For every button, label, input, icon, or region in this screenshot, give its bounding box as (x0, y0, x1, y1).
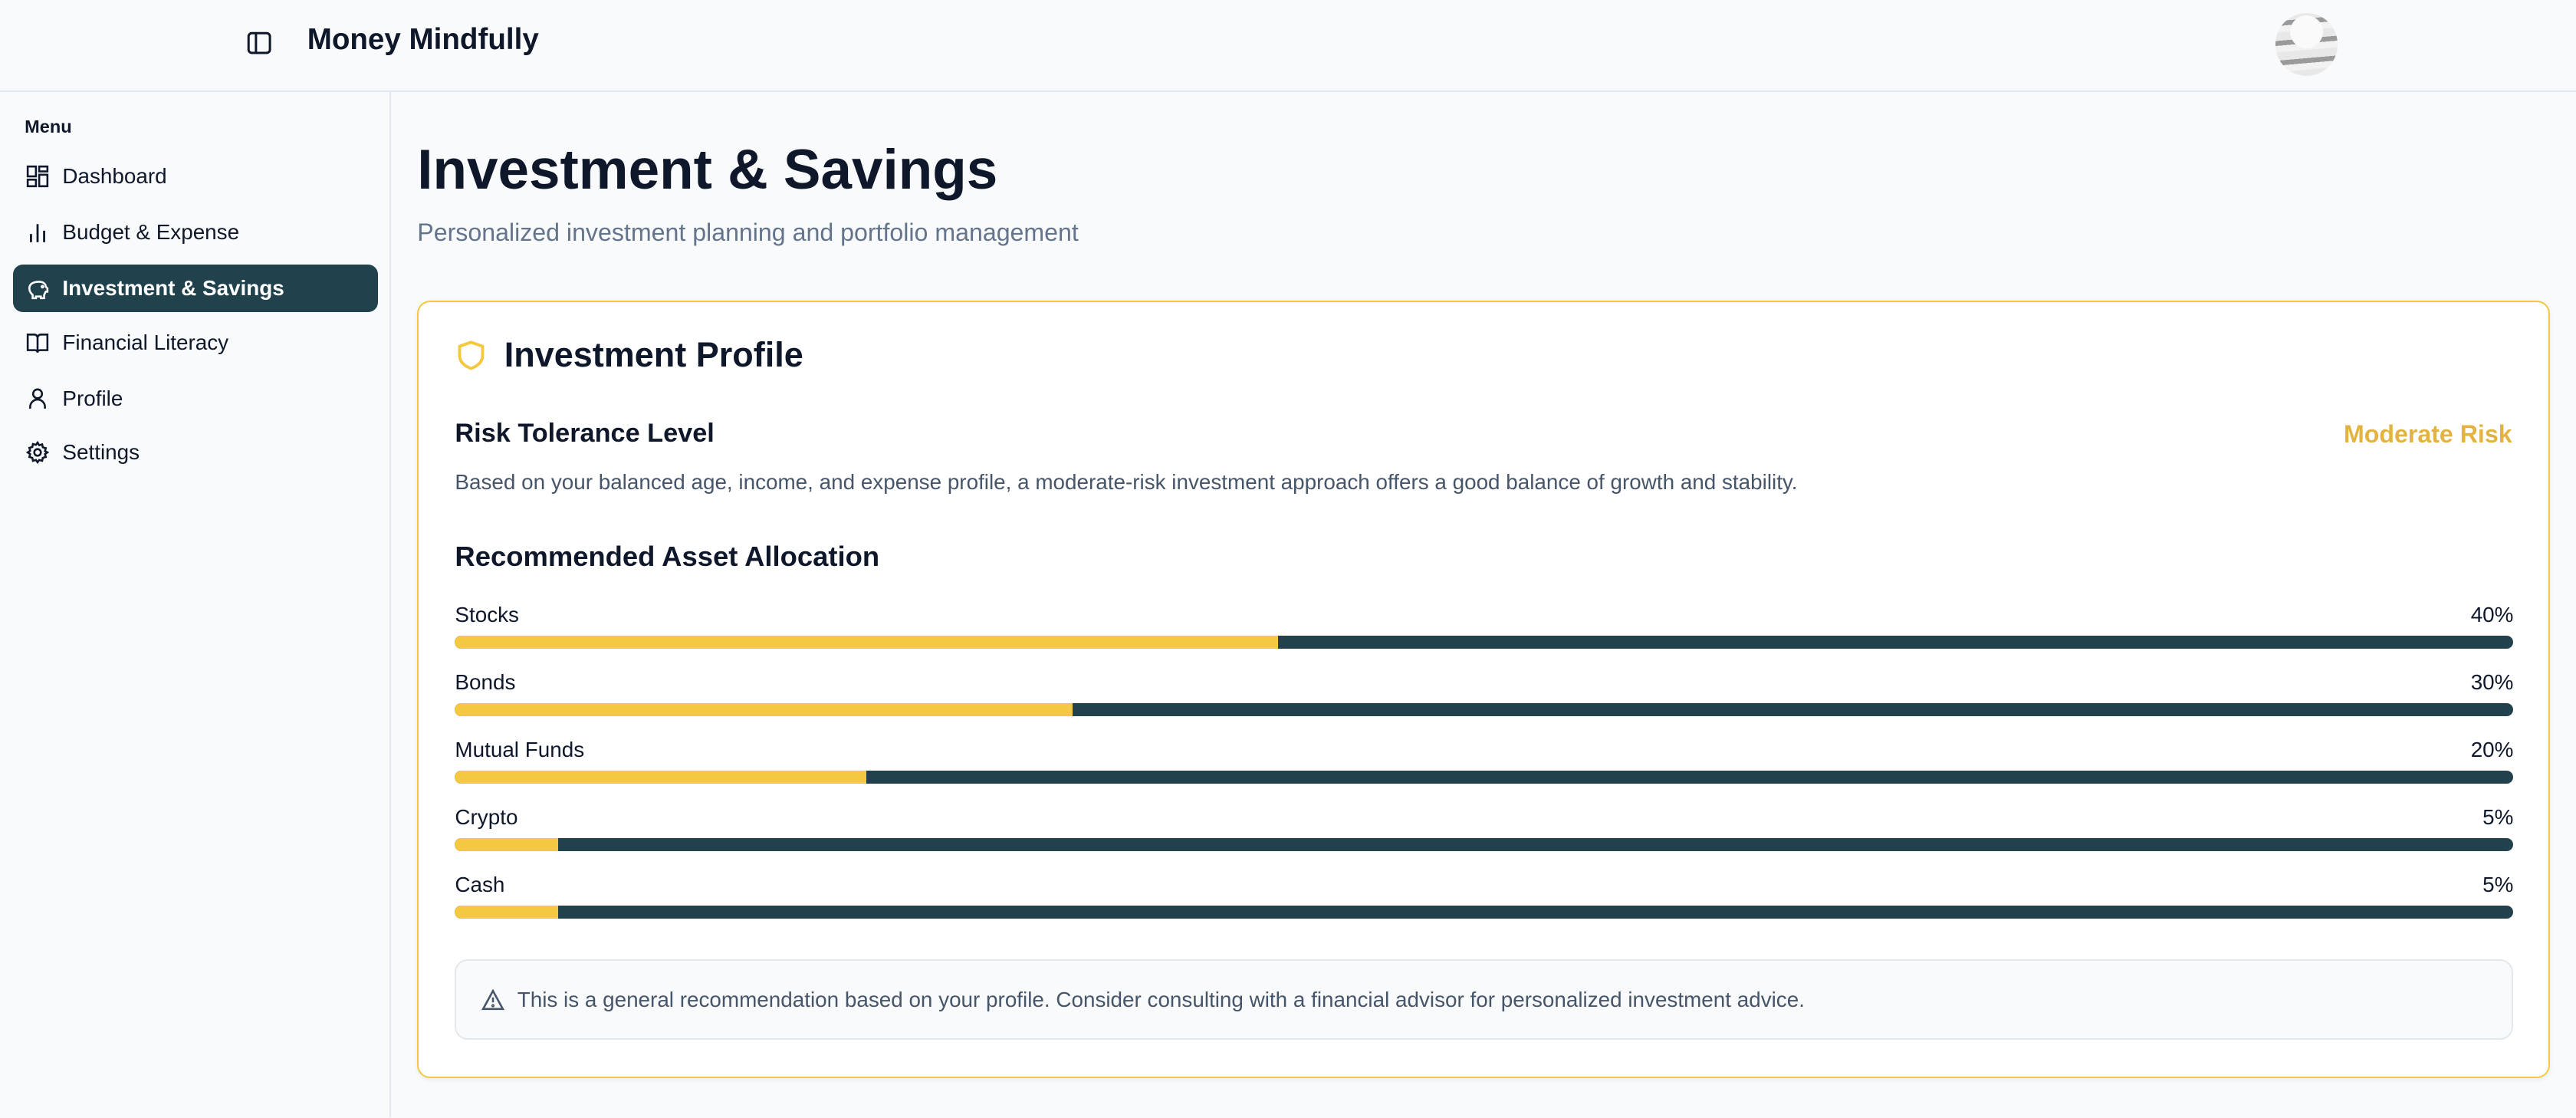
sidebar-item-financial-literacy[interactable]: Financial Literacy (13, 319, 378, 367)
disclaimer-text: This is a general recommendation based o… (517, 987, 1805, 1011)
bar-chart-icon (30, 224, 46, 243)
allocation-label: Stocks (455, 603, 519, 627)
app-title: Money Mindfully (307, 23, 539, 56)
piggy-bank-icon (28, 281, 49, 300)
avatar[interactable] (2275, 13, 2338, 76)
allocation-percent: 40% (2470, 603, 2514, 627)
sidebar-item-settings[interactable]: Settings (13, 429, 378, 476)
sidebar: Menu Dashboard Budget & Expense Investme… (0, 92, 391, 1118)
allocation-progress-bar (455, 905, 2514, 919)
sidebar-toggle-icon[interactable] (246, 30, 272, 56)
sidebar-item-investment[interactable]: Investment & Savings (13, 265, 378, 313)
book-icon (27, 333, 49, 353)
risk-level-badge: Moderate Risk (2343, 420, 2512, 449)
gear-icon (26, 441, 50, 465)
allocation-label: Bonds (455, 670, 516, 695)
allocation-row-cash: Cash 5% (455, 872, 2514, 922)
risk-description: Based on your balanced age, income, and … (455, 469, 1798, 494)
allocation-percent: 20% (2470, 737, 2514, 761)
allocation-percent: 5% (2482, 804, 2514, 829)
top-bar: Money Mindfully (0, 0, 2576, 92)
allocation-progress-bar (455, 837, 2514, 851)
user-icon (29, 388, 47, 409)
allocation-row-stocks: Stocks 40% (455, 603, 2514, 652)
allocation-progress-fill (455, 770, 867, 784)
allocation-row-bonds: Bonds 30% (455, 670, 2514, 719)
page-title: Investment & Savings (417, 139, 998, 201)
card-title-text: Investment Profile (504, 334, 803, 374)
warning-icon (481, 988, 504, 1010)
allocation-progress-fill (455, 702, 1073, 717)
sidebar-item-label: Settings (62, 440, 140, 465)
allocation-progress-fill (455, 636, 1279, 649)
sidebar-item-label: Financial Literacy (62, 330, 229, 354)
allocation-row-crypto: Crypto 5% (455, 804, 2514, 854)
menu-label: Menu (25, 117, 72, 137)
sidebar-item-label: Budget & Expense (62, 220, 240, 245)
sidebar-item-budget[interactable]: Budget & Expense (13, 209, 378, 256)
allocation-progress-bar (455, 702, 2514, 717)
allocation-label: Cash (455, 872, 505, 896)
page-subtitle: Personalized investment planning and por… (417, 219, 1079, 246)
dashboard-icon (27, 166, 49, 188)
allocation-progress-bar (455, 636, 2514, 649)
disclaimer-box: This is a general recommendation based o… (455, 959, 2514, 1041)
card-title: Investment Profile (455, 335, 803, 375)
sidebar-item-profile[interactable]: Profile (13, 375, 378, 423)
allocation-label: Crypto (455, 804, 518, 829)
sidebar-item-dashboard[interactable]: Dashboard (13, 153, 378, 200)
allocation-percent: 5% (2482, 872, 2514, 896)
allocation-heading: Recommended Asset Allocation (455, 540, 880, 572)
allocation-row-mutual-funds: Mutual Funds 20% (455, 737, 2514, 787)
sidebar-item-label: Dashboard (62, 164, 167, 189)
risk-heading: Risk Tolerance Level (455, 419, 715, 449)
shield-icon (458, 340, 485, 370)
investment-profile-card: Investment Profile Risk Tolerance Level … (417, 301, 2550, 1078)
allocation-percent: 30% (2470, 670, 2514, 695)
allocation-progress-fill (455, 905, 558, 919)
allocation-progress-fill (455, 837, 558, 851)
allocation-label: Mutual Funds (455, 737, 585, 761)
sidebar-item-label: Profile (62, 386, 123, 410)
sidebar-item-label: Investment & Savings (62, 276, 284, 301)
allocation-progress-bar (455, 770, 2514, 784)
